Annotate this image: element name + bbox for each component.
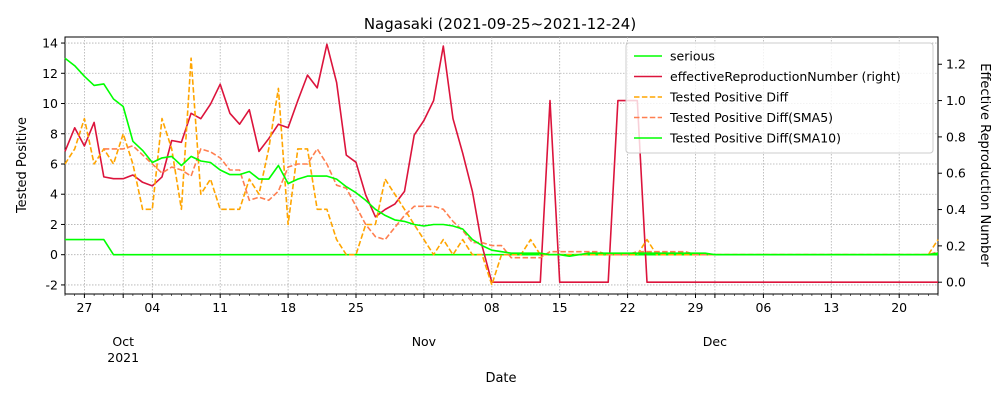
- x-tick-label: 20: [891, 300, 907, 315]
- series-line-2: [64, 43, 938, 284]
- y-right-tick-label: 0.8: [946, 129, 966, 144]
- x-tick-label: 29: [688, 300, 704, 315]
- x-tick-label: 22: [620, 300, 636, 315]
- x-tick-label: 06: [755, 300, 771, 315]
- x-tick-label: 13: [823, 300, 839, 315]
- y-tick-label: 6: [50, 156, 58, 171]
- y-right-tick-label: 1.0: [946, 93, 966, 108]
- x-tick-label: 25: [348, 300, 364, 315]
- y-tick-label: -2: [46, 277, 58, 292]
- series-line-4: [103, 145, 939, 259]
- legend-label: Tested Positive Diff: [669, 90, 788, 105]
- chart-title: Nagasaki (2021-09-25~2021-12-24): [364, 15, 636, 33]
- x-tick-label: Oct: [112, 334, 134, 349]
- y-right-tick-label: 0.2: [946, 238, 966, 253]
- x-axis-label: Date: [485, 371, 516, 386]
- x-tick-label: 2021: [107, 350, 139, 365]
- y-tick-label: 14: [42, 36, 58, 51]
- x-tick-label: 04: [144, 300, 160, 315]
- y-tick-label: 10: [42, 96, 58, 111]
- x-tick-label: 08: [484, 300, 500, 315]
- y-tick-label: 2: [50, 217, 58, 232]
- x-tick-label: 18: [280, 300, 296, 315]
- y-axis-left: -2 0 2 4 6 8 10 12 14: [42, 36, 65, 292]
- x-tick-label: Nov: [412, 334, 437, 349]
- y-right-tick-label: 1.2: [946, 57, 966, 72]
- x-tick-label: Dec: [703, 334, 727, 349]
- y-axis-right: 0.0 0.2 0.4 0.6 0.8 1.0 1.2: [938, 57, 966, 290]
- y-tick-label: 0: [50, 247, 58, 262]
- y-axis-label: Tested Positive: [15, 117, 30, 214]
- legend-label: Tested Positive Diff(SMA10): [669, 131, 841, 146]
- x-tick-label: 27: [76, 300, 92, 315]
- y-tick-label: 8: [50, 126, 58, 141]
- y-tick-label: 4: [50, 187, 58, 202]
- series-line-5: [64, 57, 939, 258]
- y-right-tick-label: 0.0: [946, 275, 966, 290]
- y-tick-label: 12: [42, 66, 58, 81]
- legend-label: effectiveReproductionNumber (right): [670, 69, 901, 84]
- legend-label: Tested Positive Diff(SMA5): [669, 110, 833, 125]
- legend: serious effectiveReproductionNumber (righ…: [625, 42, 934, 154]
- x-tick-label: 11: [212, 300, 228, 315]
- x-tick-label: 15: [552, 300, 568, 315]
- y-right-tick-label: 0.4: [946, 202, 966, 217]
- legend-label: serious: [670, 49, 715, 64]
- series-lines: [64, 43, 939, 286]
- legend-box: [625, 42, 934, 154]
- y-axis-label-right: Effective Reproduction Number: [977, 63, 992, 267]
- y-right-tick-label: 0.6: [946, 166, 966, 181]
